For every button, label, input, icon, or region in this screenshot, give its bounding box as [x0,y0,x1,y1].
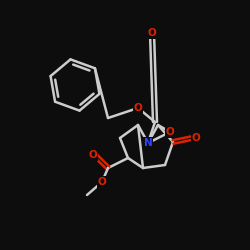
Text: O: O [148,28,156,38]
Text: O: O [98,177,106,187]
Text: O: O [134,103,142,113]
Text: N: N [144,138,152,148]
Text: O: O [88,150,98,160]
Text: O: O [192,133,200,143]
Text: O: O [166,127,174,137]
